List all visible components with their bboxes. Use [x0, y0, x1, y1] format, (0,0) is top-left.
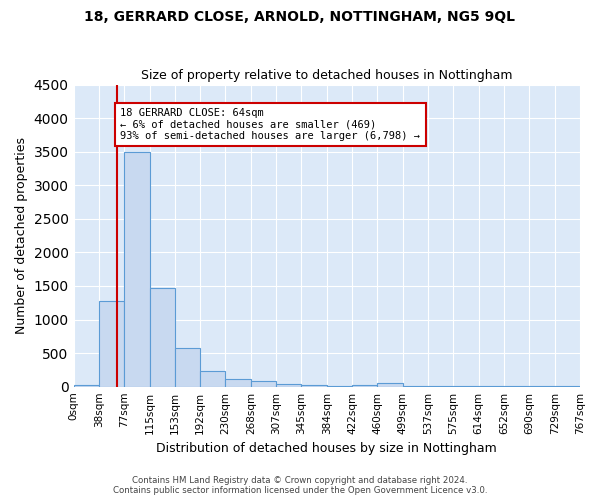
Bar — [251, 382, 276, 386]
Y-axis label: Number of detached properties: Number of detached properties — [15, 137, 28, 334]
Bar — [276, 384, 301, 386]
Bar — [175, 348, 200, 387]
Bar — [226, 378, 251, 386]
Bar — [352, 384, 377, 386]
Bar — [377, 384, 403, 386]
Bar — [74, 384, 99, 386]
Text: 18 GERRARD CLOSE: 64sqm
← 6% of detached houses are smaller (469)
93% of semi-de: 18 GERRARD CLOSE: 64sqm ← 6% of detached… — [121, 108, 421, 142]
Text: Contains HM Land Registry data © Crown copyright and database right 2024.
Contai: Contains HM Land Registry data © Crown c… — [113, 476, 487, 495]
Bar — [200, 370, 226, 386]
Text: 18, GERRARD CLOSE, ARNOLD, NOTTINGHAM, NG5 9QL: 18, GERRARD CLOSE, ARNOLD, NOTTINGHAM, N… — [85, 10, 515, 24]
Bar — [149, 288, 175, 386]
Title: Size of property relative to detached houses in Nottingham: Size of property relative to detached ho… — [141, 69, 512, 82]
Bar — [124, 152, 149, 386]
X-axis label: Distribution of detached houses by size in Nottingham: Distribution of detached houses by size … — [157, 442, 497, 455]
Bar — [99, 300, 124, 386]
